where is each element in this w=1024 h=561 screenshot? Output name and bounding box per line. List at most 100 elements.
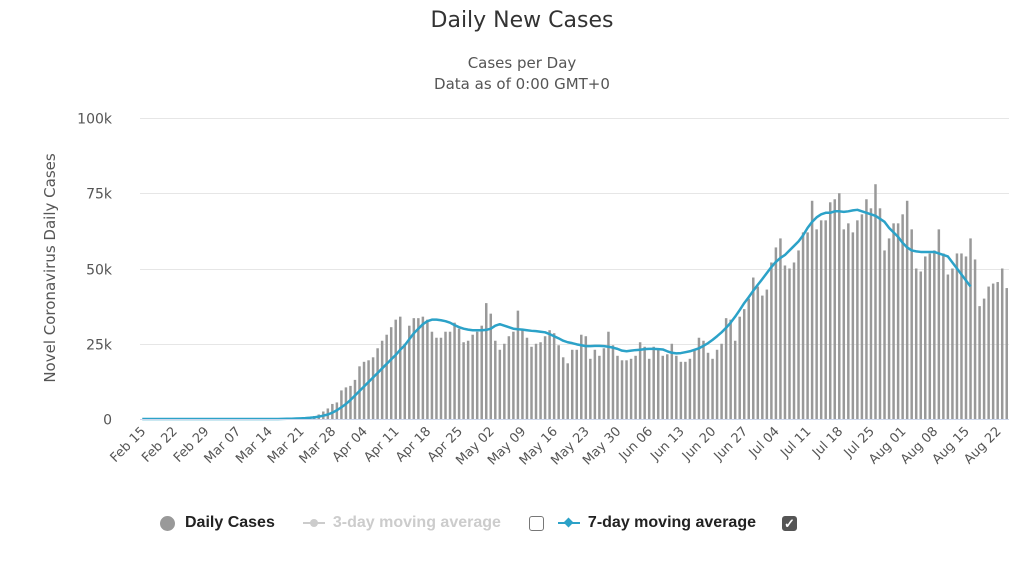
- bar[interactable]: [797, 250, 800, 419]
- bar[interactable]: [570, 349, 574, 419]
- bar[interactable]: [566, 363, 569, 419]
- bar[interactable]: [869, 208, 873, 419]
- bar[interactable]: [598, 355, 601, 419]
- bar[interactable]: [675, 355, 678, 419]
- bar[interactable]: [349, 385, 352, 419]
- bar[interactable]: [561, 357, 565, 419]
- bar[interactable]: [742, 309, 746, 419]
- bar[interactable]: [399, 316, 402, 419]
- bar[interactable]: [475, 331, 479, 419]
- bar[interactable]: [955, 253, 959, 419]
- bar[interactable]: [408, 325, 411, 419]
- bar[interactable]: [638, 342, 642, 419]
- bar[interactable]: [914, 268, 918, 420]
- bar[interactable]: [688, 358, 692, 419]
- bar[interactable]: [647, 358, 651, 419]
- bar[interactable]: [810, 200, 814, 419]
- bar[interactable]: [593, 349, 597, 419]
- bar[interactable]: [828, 202, 832, 419]
- bar[interactable]: [602, 348, 606, 419]
- bar[interactable]: [629, 358, 633, 419]
- bar[interactable]: [1005, 288, 1008, 419]
- bar[interactable]: [666, 354, 669, 419]
- bar[interactable]: [801, 232, 805, 419]
- bar[interactable]: [724, 318, 728, 419]
- bar[interactable]: [733, 340, 737, 419]
- bar[interactable]: [340, 390, 343, 419]
- bar[interactable]: [901, 214, 904, 419]
- bar[interactable]: [937, 229, 941, 419]
- bar[interactable]: [353, 379, 357, 419]
- bar[interactable]: [439, 337, 443, 419]
- bar[interactable]: [720, 343, 723, 419]
- bar[interactable]: [756, 286, 760, 419]
- bar[interactable]: [611, 345, 615, 419]
- bar[interactable]: [403, 343, 407, 419]
- bar[interactable]: [729, 319, 732, 419]
- bar[interactable]: [607, 331, 610, 419]
- bar[interactable]: [380, 340, 384, 419]
- bar[interactable]: [946, 274, 950, 419]
- bar[interactable]: [783, 265, 787, 419]
- bar[interactable]: [412, 318, 416, 419]
- bar[interactable]: [711, 358, 714, 419]
- bar[interactable]: [996, 282, 999, 419]
- bar[interactable]: [620, 360, 624, 419]
- bar[interactable]: [910, 229, 913, 419]
- bar[interactable]: [453, 322, 456, 419]
- bar[interactable]: [896, 223, 900, 419]
- bar[interactable]: [530, 346, 533, 419]
- bar[interactable]: [924, 256, 927, 419]
- bar[interactable]: [982, 298, 986, 419]
- bar[interactable]: [670, 343, 674, 419]
- bar[interactable]: [589, 358, 592, 419]
- bar[interactable]: [765, 289, 769, 419]
- bar[interactable]: [552, 333, 556, 419]
- bar[interactable]: [706, 352, 710, 419]
- bar[interactable]: [951, 268, 954, 420]
- checkbox-7-day-moving-average[interactable]: ✓: [782, 515, 797, 531]
- bar[interactable]: [444, 331, 447, 419]
- legend-item-3-day-moving-average[interactable]: 3-day moving average: [302, 514, 501, 532]
- bar[interactable]: [652, 346, 655, 419]
- bar[interactable]: [448, 331, 452, 419]
- bar[interactable]: [969, 238, 972, 419]
- bar[interactable]: [503, 343, 506, 419]
- bar[interactable]: [942, 253, 945, 419]
- bar[interactable]: [770, 262, 773, 419]
- bar[interactable]: [833, 199, 836, 419]
- bar[interactable]: [978, 306, 981, 420]
- bar[interactable]: [457, 328, 461, 419]
- bar[interactable]: [376, 348, 379, 419]
- bar[interactable]: [480, 325, 483, 419]
- bar[interactable]: [779, 238, 782, 419]
- bar[interactable]: [584, 336, 588, 419]
- bar[interactable]: [928, 253, 932, 419]
- bar[interactable]: [1000, 268, 1004, 420]
- bar[interactable]: [874, 184, 877, 419]
- bar[interactable]: [435, 337, 438, 419]
- bar[interactable]: [656, 349, 660, 419]
- bar[interactable]: [661, 355, 664, 419]
- bar[interactable]: [643, 346, 646, 419]
- bar[interactable]: [385, 334, 388, 419]
- bar[interactable]: [634, 355, 637, 419]
- bar[interactable]: [679, 361, 683, 419]
- bar[interactable]: [543, 336, 547, 419]
- bar[interactable]: [684, 361, 687, 419]
- bar[interactable]: [715, 349, 719, 419]
- bar[interactable]: [824, 220, 827, 419]
- bar[interactable]: [525, 337, 529, 419]
- bar[interactable]: [498, 349, 502, 419]
- checkbox-3-day-moving-average[interactable]: [528, 515, 544, 531]
- bar[interactable]: [919, 271, 922, 419]
- bar[interactable]: [575, 349, 579, 419]
- bar[interactable]: [471, 334, 474, 419]
- bar[interactable]: [964, 256, 968, 419]
- bar[interactable]: [860, 214, 864, 419]
- bar[interactable]: [842, 229, 846, 419]
- bar[interactable]: [788, 268, 791, 420]
- bar[interactable]: [367, 360, 370, 419]
- legend-item-7-day-moving-average[interactable]: 7-day moving average: [557, 514, 756, 532]
- bar[interactable]: [426, 319, 429, 419]
